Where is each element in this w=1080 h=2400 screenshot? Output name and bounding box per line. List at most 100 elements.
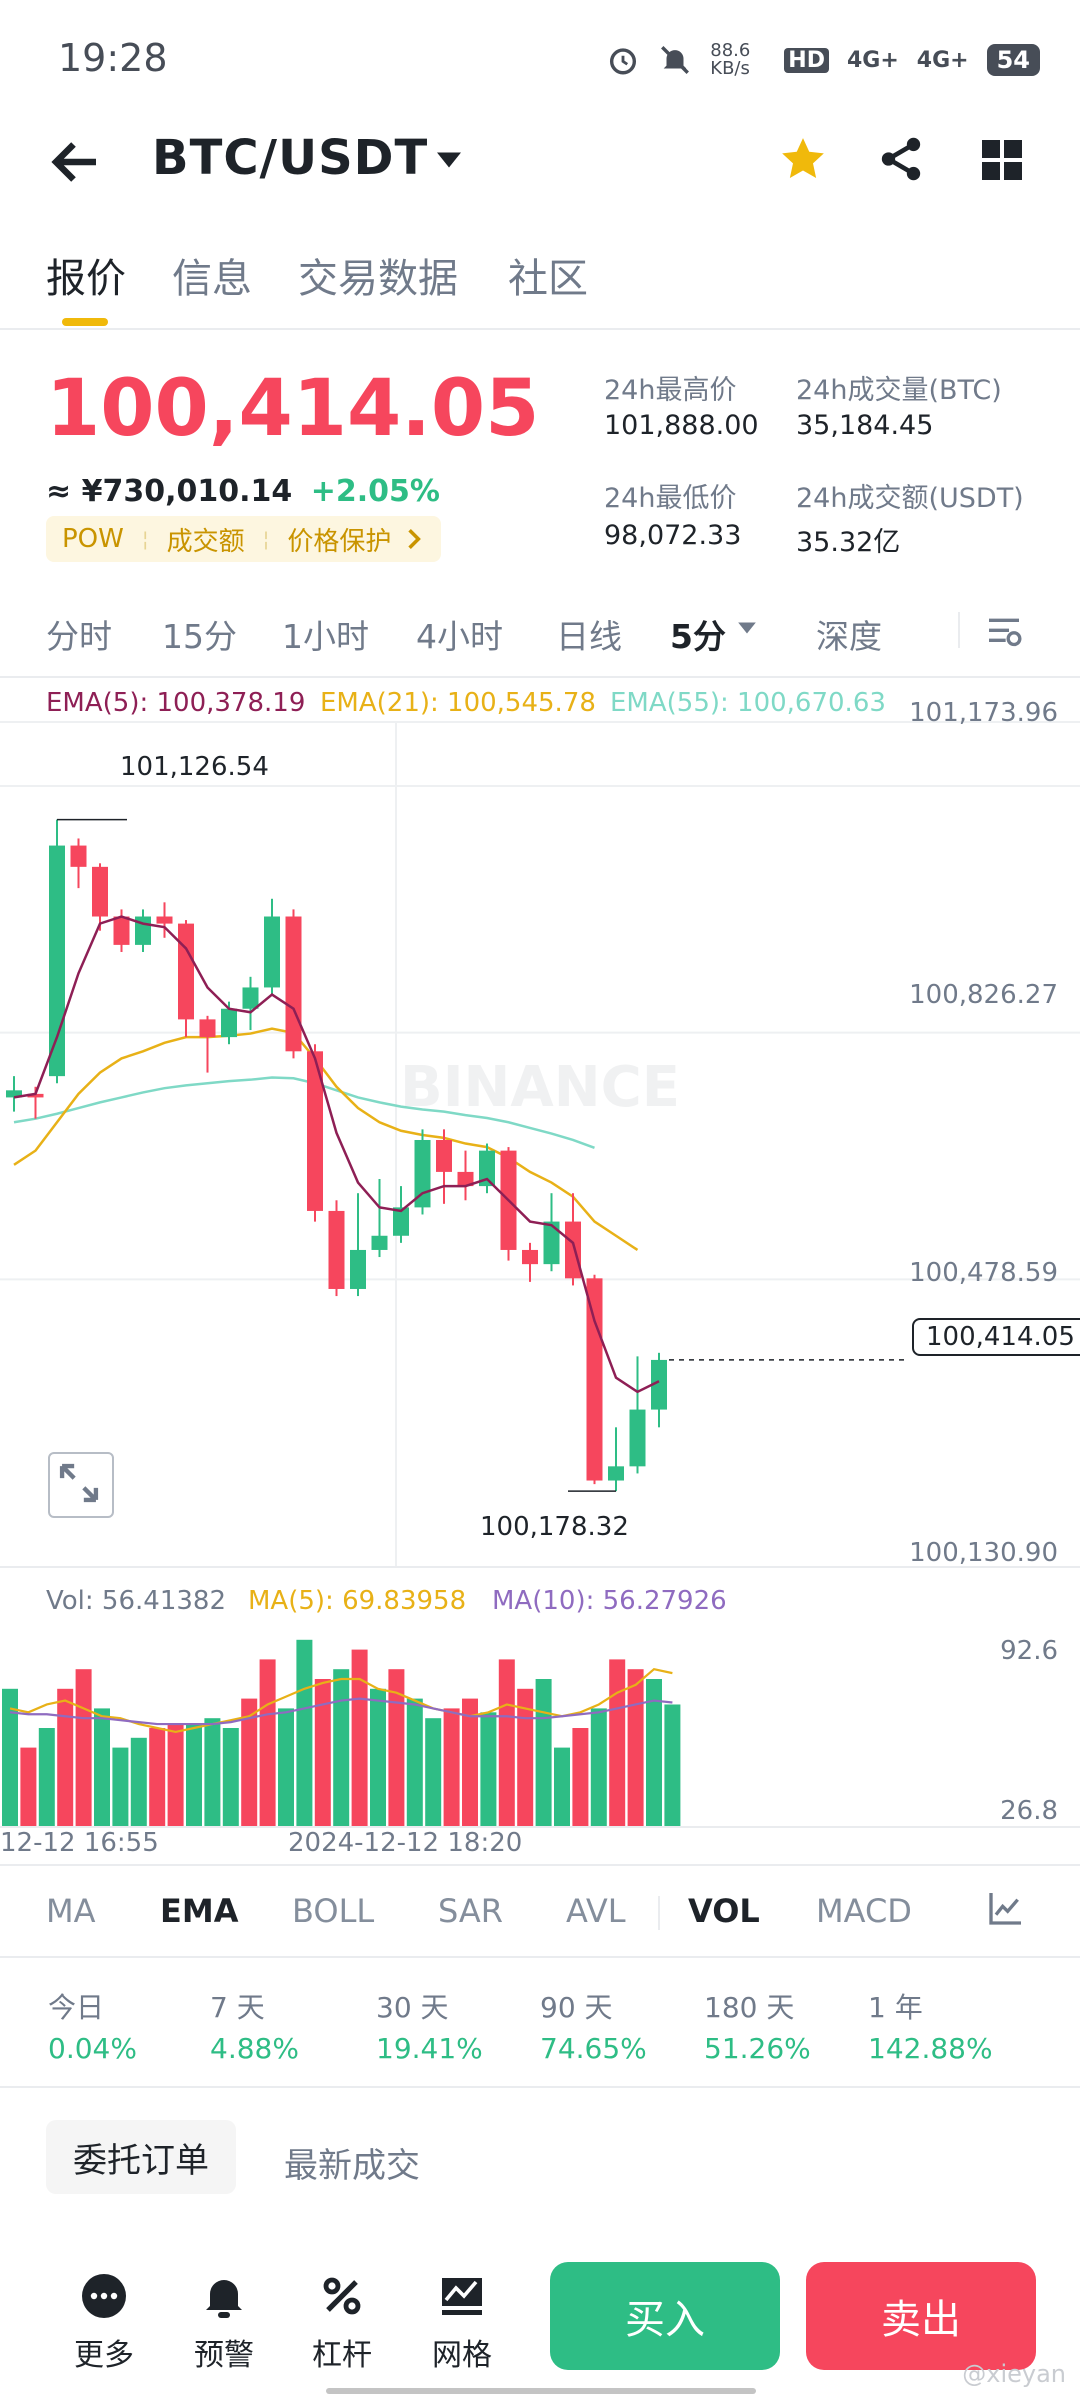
- candle: [522, 1249, 538, 1265]
- tag-price-protection[interactable]: 价格保护: [287, 526, 392, 557]
- buy-button[interactable]: 买入: [550, 2262, 780, 2370]
- candle: [393, 1207, 409, 1236]
- candle: [27, 1093, 44, 1098]
- high-price-marker: 101,126.54: [120, 752, 269, 782]
- volume-bar: [278, 1708, 294, 1826]
- bottom-alert-label: 预警: [194, 2338, 254, 2373]
- user-watermark: @xieyan: [962, 2360, 1066, 2388]
- volume-bar: [314, 1679, 331, 1826]
- tab-info[interactable]: 信息: [172, 256, 252, 302]
- interval-4h[interactable]: 4小时: [416, 617, 503, 656]
- volume-chart[interactable]: [0, 1568, 1080, 1838]
- price-axis-label: 100,478.59: [909, 1258, 1058, 1288]
- volume-bar: [535, 1679, 552, 1826]
- alarm-icon: [610, 48, 637, 75]
- perf-label: 30 天: [376, 1991, 449, 2024]
- tab-latest-trades[interactable]: 最新成交: [284, 2146, 420, 2186]
- indicator-ma[interactable]: MA: [46, 1892, 96, 1930]
- divider: [958, 612, 960, 648]
- home-indicator[interactable]: [326, 2388, 756, 2394]
- divider: [0, 1956, 1080, 1958]
- tag-pow[interactable]: POW: [62, 524, 124, 554]
- divider: [0, 328, 1080, 330]
- perf-label: 180 天: [704, 1991, 795, 2024]
- stat-low: 98,072.33: [604, 520, 742, 551]
- volume-bar: [462, 1698, 478, 1826]
- bottom-grid-trading[interactable]: 网格: [412, 2272, 512, 2374]
- volume-bar: [517, 1688, 534, 1826]
- expand-icon: [59, 1463, 99, 1503]
- volume-bar: [149, 1728, 166, 1826]
- ema55-legend: EMA(55): 100,670.63: [610, 688, 886, 718]
- indicator-ema[interactable]: EMA: [160, 1892, 239, 1930]
- ema5-legend: EMA(5): 100,378.19: [46, 688, 306, 718]
- interval-1d[interactable]: 日线: [556, 617, 622, 656]
- tab-trade-data[interactable]: 交易数据: [298, 256, 458, 302]
- stat-low-label: 24h最低价: [604, 483, 737, 514]
- perf-label: 1 年: [868, 1991, 923, 2024]
- vol-ma10-legend: MA(10): 56.27926: [492, 1586, 727, 1616]
- stat-vol-usdt: 35.32亿: [796, 527, 901, 558]
- status-bar: 19:28 88.6 KB/s HD 4G+ 4G+ 54: [0, 0, 1080, 110]
- tag-turnover[interactable]: 成交额: [166, 526, 245, 557]
- caret-down-icon[interactable]: [434, 148, 464, 172]
- volume-bar: [406, 1698, 423, 1826]
- volume-bar: [259, 1659, 276, 1826]
- volume-bar: [388, 1669, 405, 1826]
- volume-bar: [94, 1708, 110, 1826]
- interval-5m[interactable]: 5分: [670, 617, 726, 656]
- indicator-macd[interactable]: MACD: [816, 1892, 912, 1930]
- candle: [608, 1466, 624, 1481]
- hd-badge: HD: [784, 47, 829, 73]
- indicator-settings-icon[interactable]: [986, 1888, 1026, 1928]
- candle: [328, 1210, 345, 1289]
- candle: [565, 1221, 581, 1279]
- volume-bar: [498, 1659, 515, 1826]
- indicator-avl[interactable]: AVL: [566, 1892, 626, 1930]
- volume-bar: [443, 1708, 460, 1826]
- sell-button[interactable]: 卖出: [806, 2262, 1036, 2370]
- grid-icon[interactable]: [982, 140, 1022, 180]
- chart-settings-icon[interactable]: [984, 612, 1024, 652]
- pair-title[interactable]: BTC/USDT: [152, 130, 429, 186]
- ema5-line: [13, 915, 660, 1394]
- volume-bar: [664, 1704, 681, 1826]
- ema21-legend: EMA(21): 100,545.78: [320, 688, 596, 718]
- status-icons: 88.6 KB/s HD 4G+ 4G+ 54: [606, 42, 1040, 78]
- net-speed: 88.6 KB/s: [710, 40, 751, 79]
- tag-bar[interactable]: POW ¦ 成交额 ¦ 价格保护: [46, 516, 442, 562]
- indicator-boll[interactable]: BOLL: [292, 1892, 375, 1930]
- indicator-vol[interactable]: VOL: [688, 1892, 760, 1930]
- stat-high-label: 24h最高价: [604, 375, 737, 406]
- chevron-right-icon[interactable]: [403, 528, 425, 550]
- volume-bar: [572, 1728, 589, 1826]
- interval-depth[interactable]: 深度: [816, 617, 882, 656]
- indicator-sar[interactable]: SAR: [438, 1892, 504, 1930]
- back-arrow-icon[interactable]: [46, 132, 106, 192]
- tab-community[interactable]: 社区: [508, 256, 588, 302]
- volume-bar: [167, 1724, 184, 1826]
- bottom-leverage-label: 杠杆: [312, 2338, 372, 2373]
- candle: [92, 866, 108, 917]
- volume-bar: [20, 1747, 37, 1826]
- time-axis-label: 12-12 16:55: [0, 1828, 159, 1858]
- tab-quote[interactable]: 报价: [46, 256, 126, 302]
- divider: [658, 1896, 660, 1930]
- tab-open-orders[interactable]: 委托订单: [46, 2120, 236, 2194]
- star-icon[interactable]: [778, 134, 828, 184]
- volume-axis-label: 92.6: [1000, 1636, 1058, 1666]
- caret-down-icon[interactable]: [736, 620, 758, 636]
- interval-timeline[interactable]: 分时: [46, 617, 112, 656]
- volume-bar: [480, 1712, 497, 1826]
- price-cny: ≈ ¥730,010.14: [46, 474, 293, 509]
- bottom-more[interactable]: 更多: [54, 2272, 154, 2374]
- expand-chart-button[interactable]: [48, 1452, 114, 1518]
- perf-value: 4.88%: [210, 2032, 299, 2065]
- interval-1h[interactable]: 1小时: [282, 617, 369, 656]
- share-icon[interactable]: [876, 134, 926, 184]
- bottom-leverage[interactable]: 杠杆: [292, 2272, 392, 2374]
- candlestick-chart[interactable]: BINANCE: [0, 678, 1080, 1568]
- interval-15m[interactable]: 15分: [162, 617, 237, 656]
- bottom-alert[interactable]: 预警: [174, 2272, 274, 2374]
- bell-icon: [206, 2280, 242, 2318]
